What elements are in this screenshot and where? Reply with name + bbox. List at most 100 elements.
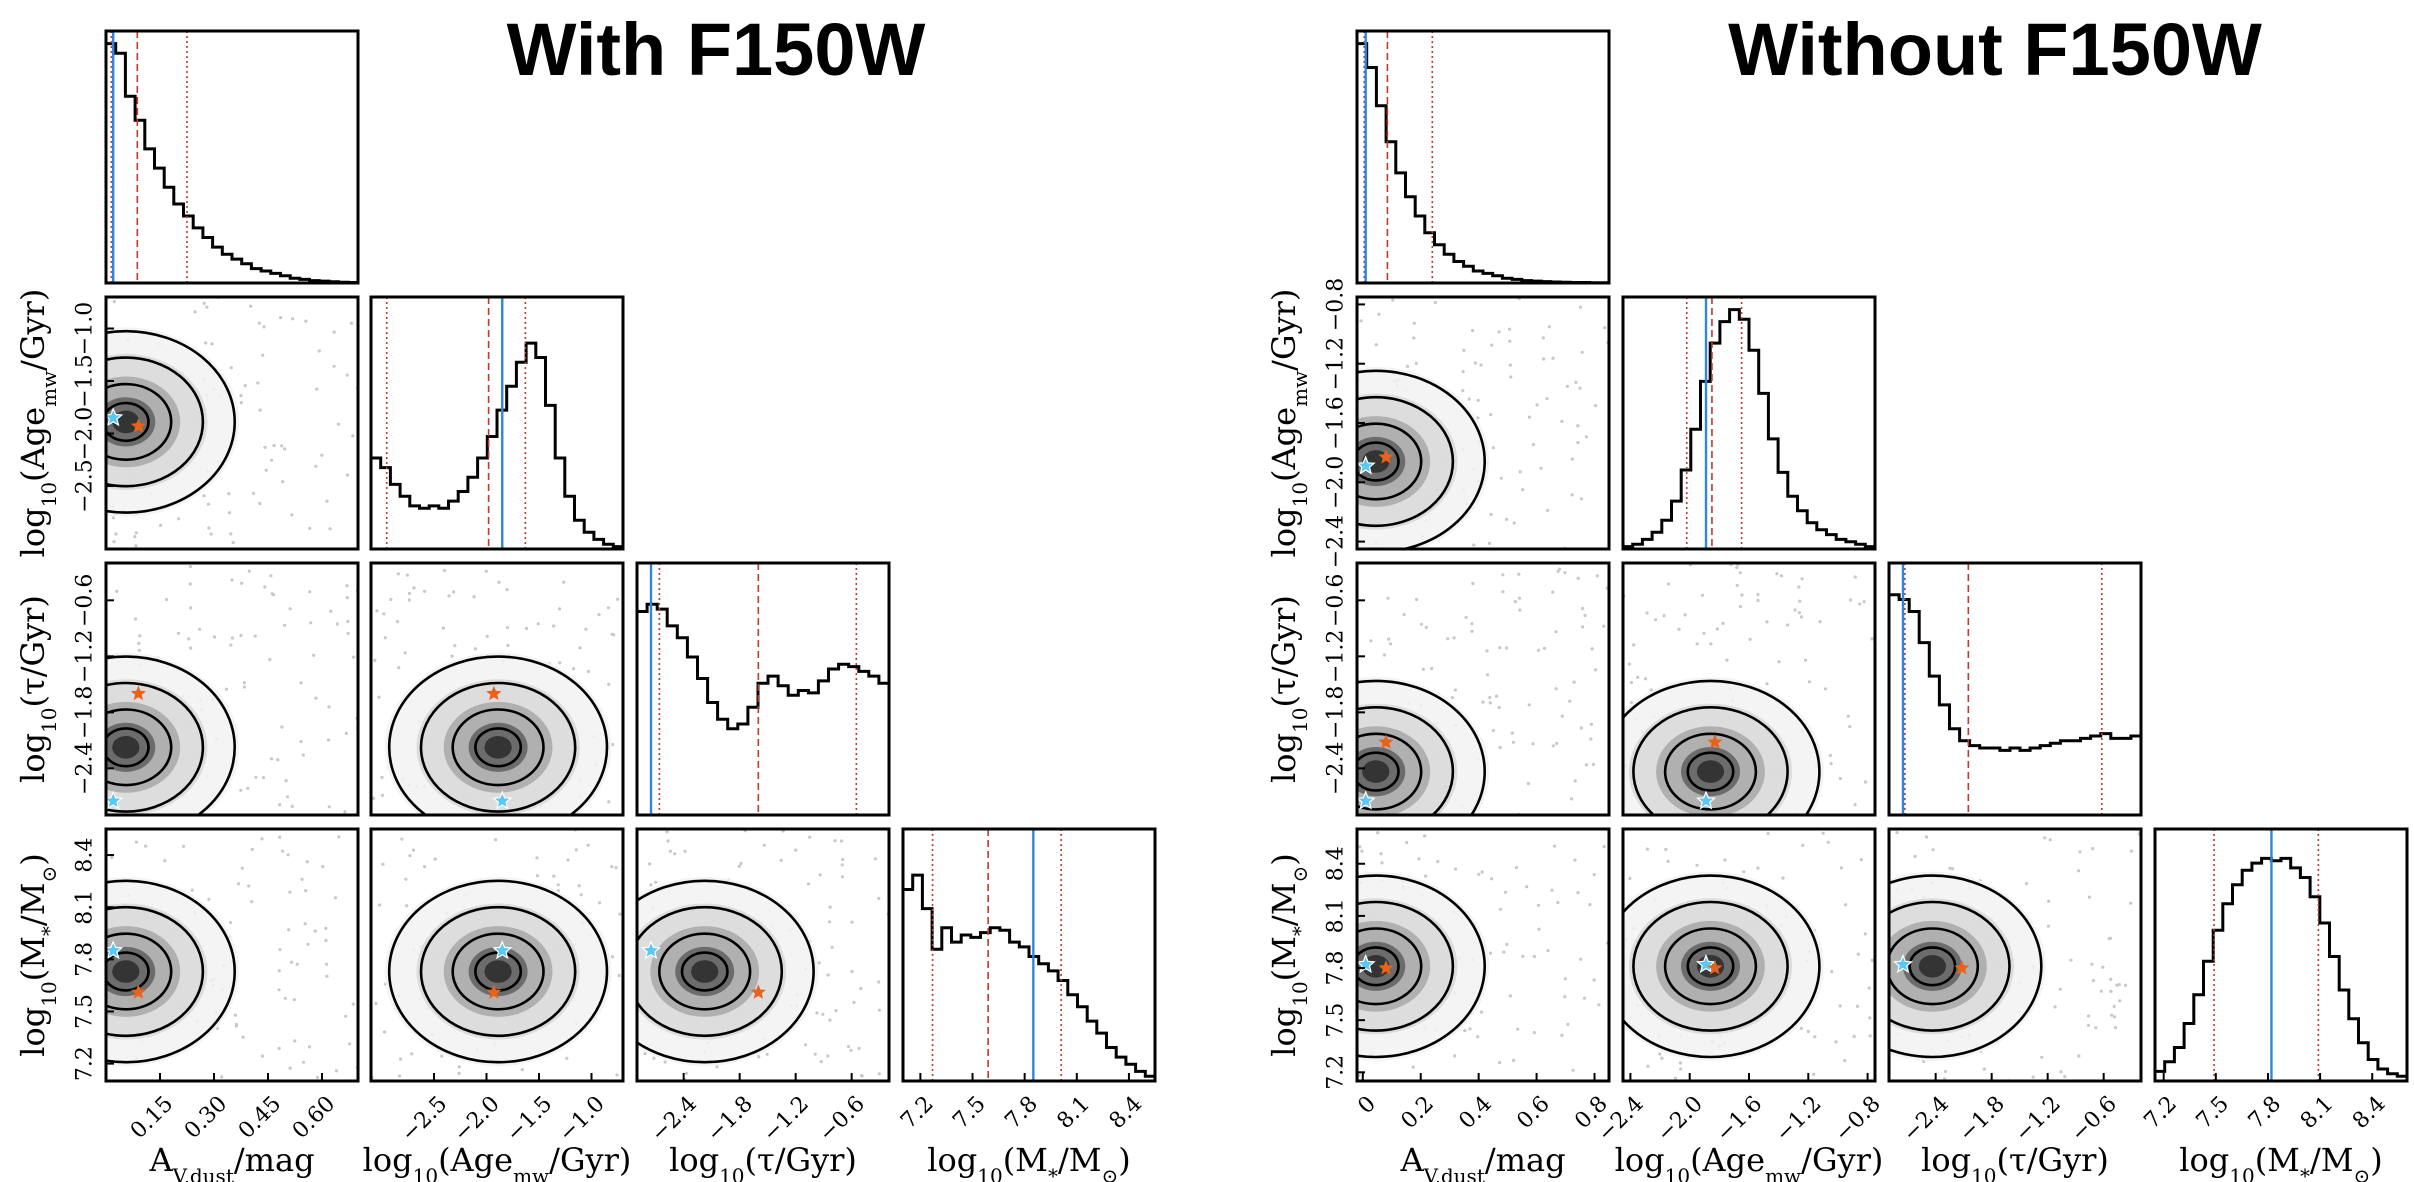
- label-text: (τ/Gyr): [14, 595, 52, 707]
- label-subscript: 10: [413, 1164, 438, 1182]
- panel-content: [903, 829, 1155, 1081]
- panel-frame: [369, 295, 625, 551]
- contour-line: [1889, 874, 2043, 1059]
- y-tick-label: −0.8: [1324, 278, 1349, 331]
- best-fit-star: [130, 685, 146, 701]
- label-text: A: [1399, 1141, 1424, 1179]
- sample-point: [288, 1066, 292, 1070]
- panel-frame: [1355, 29, 1611, 285]
- sample-point: [1576, 891, 1580, 895]
- sample-point: [1532, 1031, 1536, 1035]
- panel-frame: [635, 561, 891, 817]
- sample-point: [1556, 900, 1560, 905]
- sample-point: [344, 1014, 348, 1018]
- sample-point: [404, 877, 408, 881]
- sample-point: [1677, 627, 1681, 631]
- sample-point: [262, 325, 266, 329]
- contour-line: [657, 932, 752, 1011]
- y-tick-label: −2.4: [1324, 742, 1349, 795]
- sample-point: [1508, 327, 1512, 331]
- sample-point: [1786, 623, 1790, 627]
- sample-point: [1514, 865, 1518, 870]
- sample-point: [405, 904, 409, 908]
- sample-point: [320, 453, 324, 457]
- sample-point: [378, 903, 382, 907]
- sample-point: [1547, 325, 1551, 329]
- sample-point: [1797, 585, 1801, 589]
- sample-point: [1450, 696, 1454, 700]
- sample-point: [1735, 583, 1739, 588]
- sample-point: [1846, 714, 1850, 718]
- sample-point: [524, 626, 529, 631]
- contour-line: [637, 879, 815, 1064]
- sample-point: [1658, 1052, 1662, 1056]
- label-text: (M: [1265, 936, 1303, 981]
- sample-point: [193, 310, 197, 314]
- y-tick-label: −2.4: [73, 742, 98, 795]
- sample-point: [1542, 357, 1546, 361]
- sample-point: [112, 300, 116, 304]
- sample-point: [1502, 950, 1506, 954]
- panel-r3-c0: 0.15 0.30 0.45 0.60 7.2 7.5 7.8 8.1 8.4: [73, 827, 360, 1144]
- sample-point: [1359, 319, 1363, 323]
- x-tick-label: 0.4: [1454, 1092, 1496, 1134]
- sample-point: [1545, 397, 1549, 401]
- x-axis-label: log10(Agemw/Gyr): [363, 1141, 632, 1182]
- sample-point: [765, 1052, 769, 1056]
- sample-point: [304, 889, 308, 893]
- sample-point: [566, 858, 570, 862]
- sample-point: [826, 1054, 830, 1058]
- sample-point: [314, 696, 318, 700]
- sample-point: [1629, 680, 1634, 685]
- sample-point: [806, 882, 811, 886]
- sample-point: [1777, 660, 1781, 664]
- sample-point: [1982, 1067, 1986, 1071]
- sample-point: [1576, 424, 1580, 428]
- best-fit-star: [1378, 734, 1394, 749]
- x-tick-label: −1.8: [1954, 1092, 2009, 1147]
- sample-point: [1563, 995, 1567, 999]
- contour-line: [106, 382, 173, 461]
- label-subscript: mw: [1765, 1164, 1801, 1182]
- sample-point: [251, 491, 256, 495]
- sample-point: [1602, 624, 1606, 628]
- sample-point: [1571, 1068, 1575, 1072]
- panel-content: [106, 31, 358, 283]
- sample-point: [1382, 653, 1386, 657]
- sample-point: [1715, 627, 1719, 631]
- y-axis-label: log10(τ/Gyr): [14, 595, 61, 783]
- sample-point: [286, 795, 290, 799]
- sample-point: [269, 574, 273, 578]
- sample-point: [1535, 403, 1539, 407]
- sample-point: [2077, 1054, 2081, 1058]
- density-blob: [484, 960, 512, 983]
- sample-point: [552, 624, 556, 628]
- x-tick-label: 8.4: [2348, 1092, 2390, 1134]
- label-subscript: 10: [1971, 1164, 1996, 1182]
- contour-line: [1357, 732, 1423, 811]
- contour-line: [1632, 706, 1789, 815]
- sample-point: [249, 304, 253, 308]
- density-blob: [1918, 955, 1946, 978]
- density-blob: [112, 736, 140, 759]
- best-fit-star: [750, 984, 766, 999]
- label-text: log: [14, 733, 52, 783]
- sample-point: [1521, 954, 1525, 959]
- sample-point: [484, 569, 488, 573]
- label-subscript: *: [1048, 1164, 1058, 1182]
- histogram-steps: [2155, 856, 2407, 1081]
- sample-point: [198, 627, 202, 631]
- sample-point: [372, 796, 376, 801]
- sample-point: [283, 623, 287, 627]
- x-tick-label: −2.0: [449, 1092, 504, 1147]
- sample-point: [2069, 958, 2073, 962]
- sample-point: [423, 589, 427, 593]
- sample-point: [1525, 885, 1529, 889]
- panel-frame: [369, 561, 625, 817]
- panel-frame: [2153, 827, 2409, 1083]
- sample-point: [212, 635, 217, 639]
- label-text: (τ/Gyr): [745, 1141, 857, 1179]
- sample-point: [256, 381, 260, 385]
- label-text: /M: [1265, 883, 1303, 927]
- sample-point: [407, 591, 412, 596]
